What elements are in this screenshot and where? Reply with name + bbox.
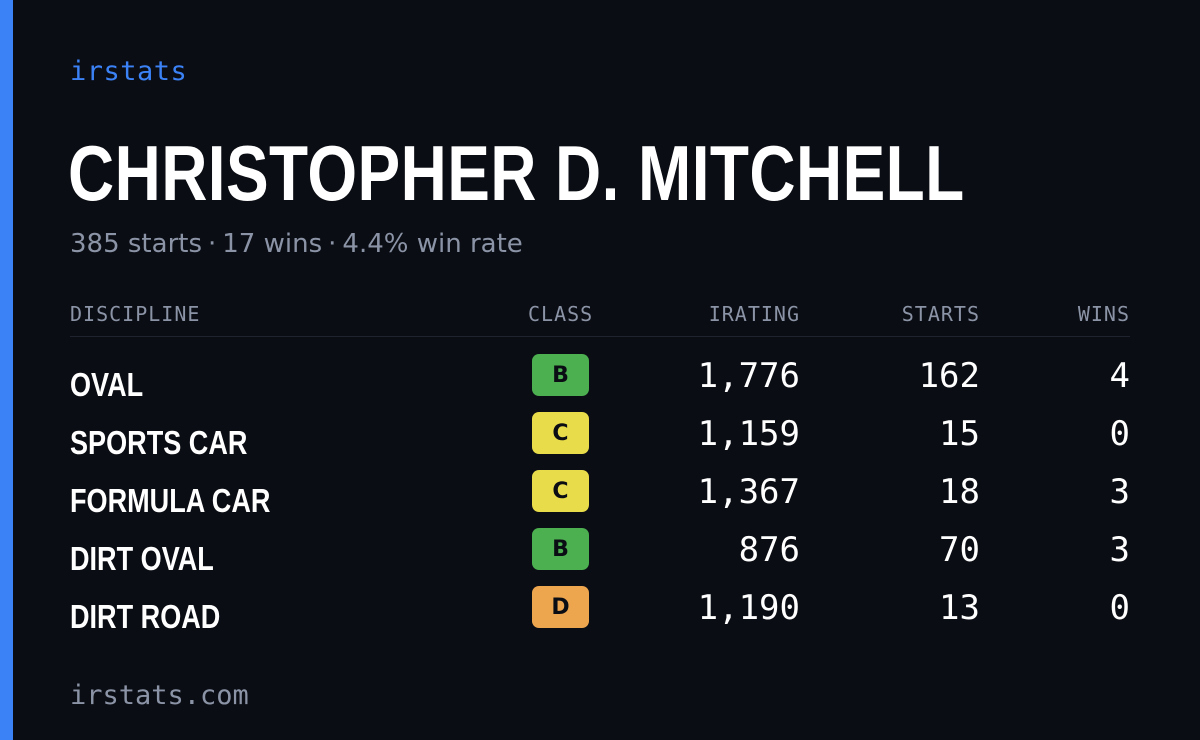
discipline-name: SPORTS CAR	[70, 424, 248, 461]
table-row: DIRT ROAD D 1,190 13 0	[70, 586, 1130, 644]
irating-value: 1,190	[697, 588, 800, 628]
class-badge: C	[532, 412, 589, 454]
table-row: FORMULA CAR C 1,367 18 3	[70, 470, 1130, 528]
header-discipline: DISCIPLINE	[70, 302, 201, 326]
table-row: SPORTS CAR C 1,159 15 0	[70, 412, 1130, 470]
discipline-table: DISCIPLINE CLASS IRATING STARTS WINS OVA…	[70, 296, 1130, 635]
header-irating: IRATING	[708, 302, 800, 326]
discipline-name: DIRT OVAL	[70, 540, 214, 577]
header-class: CLASS	[528, 302, 594, 326]
starts-value: 13	[939, 588, 980, 628]
starts-value: 15	[939, 414, 980, 454]
discipline-name: DIRT ROAD	[70, 598, 221, 635]
class-badge: B	[532, 354, 589, 396]
wins-value: 0	[1109, 588, 1130, 628]
table-row: OVAL B 1,776 162 4	[70, 354, 1130, 412]
summary-separator: ·	[208, 229, 217, 259]
class-badge: B	[532, 528, 589, 570]
table-header: DISCIPLINE CLASS IRATING STARTS WINS	[70, 296, 1130, 337]
irating-value: 1,776	[697, 356, 800, 396]
irating-value: 876	[738, 530, 800, 570]
irating-value: 1,159	[697, 414, 800, 454]
footer-url: irstats.com	[70, 680, 249, 711]
accent-bar	[0, 0, 13, 740]
driver-summary: 385 starts · 17 wins · 4.4% win rate	[70, 229, 523, 259]
class-badge: C	[532, 470, 589, 512]
wins-value: 0	[1109, 414, 1130, 454]
wins-value: 3	[1109, 472, 1130, 512]
summary-separator: ·	[328, 229, 337, 259]
summary-wins: 17 wins	[222, 229, 323, 259]
summary-starts: 385 starts	[70, 229, 202, 259]
brand-logo: irstats	[70, 56, 188, 87]
starts-value: 70	[939, 530, 980, 570]
table-body: OVAL B 1,776 162 4 SPORTS CAR C 1,159 15…	[70, 354, 1130, 644]
starts-value: 18	[939, 472, 980, 512]
wins-value: 3	[1109, 530, 1130, 570]
starts-value: 162	[918, 356, 980, 396]
wins-value: 4	[1109, 356, 1130, 396]
summary-win-rate: 4.4% win rate	[342, 229, 523, 259]
table-row: DIRT OVAL B 876 70 3	[70, 528, 1130, 586]
discipline-name: FORMULA CAR	[70, 482, 271, 519]
header-wins: WINS	[1077, 302, 1130, 326]
header-starts: STARTS	[901, 302, 980, 326]
irating-value: 1,367	[697, 472, 800, 512]
discipline-name: OVAL	[70, 366, 144, 403]
class-badge: D	[532, 586, 589, 628]
driver-name: CHRISTOPHER D. MITCHELL	[68, 129, 965, 217]
